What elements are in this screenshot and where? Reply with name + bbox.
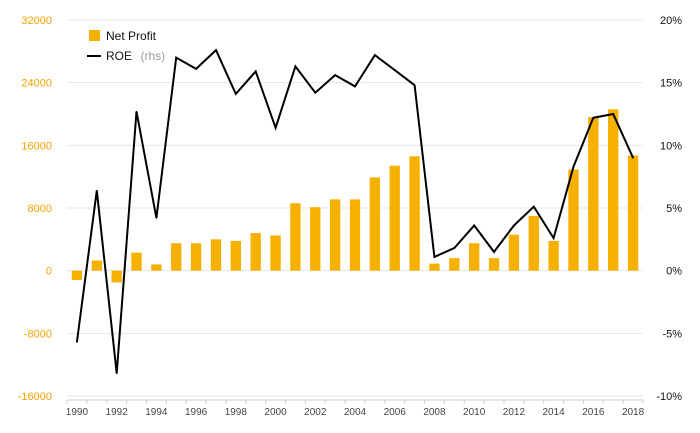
roe-point bbox=[255, 70, 257, 72]
net-profit-bar bbox=[429, 263, 440, 271]
y-left-tick-label: 16000 bbox=[21, 140, 52, 152]
legend: Net Profit ROE (rhs) bbox=[87, 29, 165, 64]
net-profit-bar bbox=[568, 169, 579, 271]
net-profit-bar bbox=[290, 203, 301, 271]
net-profit-bar bbox=[588, 117, 599, 271]
roe-point bbox=[374, 54, 376, 56]
roe-line-layer bbox=[75, 48, 635, 375]
y-left-tick-label: 24000 bbox=[21, 78, 52, 90]
roe-point bbox=[76, 341, 78, 343]
roe-point bbox=[533, 206, 535, 208]
roe-point bbox=[433, 256, 436, 258]
x-tick-label: 2000 bbox=[264, 407, 287, 418]
x-tick-label: 2018 bbox=[622, 407, 645, 418]
net-profit-bar bbox=[528, 215, 539, 271]
net-profit-bar bbox=[548, 240, 559, 271]
net-profit-bar bbox=[151, 264, 162, 271]
roe-point bbox=[413, 84, 416, 86]
legend-swatch-net-profit bbox=[89, 30, 100, 41]
legend-label-roe: ROE bbox=[106, 49, 132, 63]
x-tick-label: 1994 bbox=[145, 407, 168, 418]
net-profit-bar bbox=[329, 199, 341, 271]
y-right-tick-label: 15% bbox=[660, 78, 682, 90]
y-left-tick-label: 8000 bbox=[28, 203, 52, 215]
x-tick-label: 2016 bbox=[582, 407, 605, 418]
roe-point bbox=[116, 372, 118, 375]
axes: 32000 24000 16000 8000 0 -8000 -16000 20% 15% 10%… bbox=[18, 15, 682, 418]
y-right-tick-label: 0% bbox=[666, 266, 682, 278]
roe-point bbox=[235, 93, 237, 95]
x-tick-label: 1998 bbox=[225, 407, 248, 418]
roe-point bbox=[592, 117, 594, 119]
net-profit-bar bbox=[608, 109, 619, 271]
net-profit-bar bbox=[349, 199, 361, 271]
x-tick-label: 2010 bbox=[463, 407, 486, 418]
y-left-tick-label: 32000 bbox=[21, 15, 52, 27]
x-tick-label: 1992 bbox=[106, 407, 129, 418]
y-left-tick-label: -16000 bbox=[18, 391, 52, 403]
net-profit-bar bbox=[389, 165, 400, 271]
roe-point bbox=[135, 110, 138, 113]
roe-point bbox=[334, 74, 336, 76]
x-tick-label: 1990 bbox=[66, 407, 89, 418]
net-profit-bar bbox=[310, 207, 321, 271]
net-profit-bar bbox=[469, 243, 480, 271]
x-tick-label: 2008 bbox=[423, 407, 446, 418]
legend-label-net-profit: Net Profit bbox=[106, 29, 157, 43]
net-profit-bar bbox=[508, 234, 520, 271]
net-profit-bar bbox=[111, 270, 122, 283]
roe-point bbox=[314, 92, 316, 94]
roe-point bbox=[274, 127, 277, 129]
roe-point bbox=[612, 113, 614, 115]
net-profit-bar bbox=[488, 258, 500, 271]
roe-point bbox=[294, 65, 297, 67]
x-tick-label: 2012 bbox=[503, 407, 526, 418]
roe-point bbox=[572, 166, 575, 168]
roe-point bbox=[513, 224, 515, 227]
roe-point bbox=[493, 251, 495, 253]
x-tick-label: 2002 bbox=[304, 407, 327, 418]
net-profit-bar bbox=[250, 233, 261, 271]
legend-label-roe-group: ROE (rhs) bbox=[106, 47, 165, 64]
net-profit-bar bbox=[449, 258, 460, 271]
roe-point bbox=[195, 68, 197, 70]
net-profit-bar bbox=[131, 252, 142, 271]
x-tick-label: 2014 bbox=[542, 407, 565, 418]
roe-point bbox=[175, 57, 177, 59]
roe-point bbox=[394, 69, 396, 71]
net-profit-bar bbox=[190, 243, 202, 271]
roe-point bbox=[215, 49, 217, 51]
y-right-tick-label: -5% bbox=[662, 328, 682, 340]
net-profit-bar bbox=[409, 156, 420, 271]
roe-point bbox=[155, 217, 157, 219]
roe-point bbox=[473, 224, 475, 227]
y-right-tick-label: -10% bbox=[656, 391, 682, 403]
roe-point bbox=[453, 247, 455, 249]
x-tick-label: 2006 bbox=[384, 407, 407, 418]
x-tick-label: 2004 bbox=[344, 407, 367, 418]
net-profit-bar bbox=[171, 243, 182, 271]
net-profit-bars bbox=[71, 109, 639, 283]
net-profit-bar bbox=[270, 235, 281, 271]
y-left-tick-label: -8000 bbox=[24, 328, 52, 340]
x-tick-label: 1996 bbox=[185, 407, 208, 418]
roe-point bbox=[553, 237, 555, 239]
y-right-tick-label: 5% bbox=[666, 203, 682, 215]
net-profit-bar bbox=[627, 155, 639, 271]
y-left-tick-label: 0 bbox=[46, 266, 52, 278]
roe-point bbox=[632, 157, 634, 159]
net-profit-bar bbox=[210, 239, 222, 271]
y-right-tick-label: 20% bbox=[660, 15, 682, 27]
roe-point bbox=[354, 85, 356, 88]
net-profit-bar bbox=[230, 240, 241, 271]
net-profit-bar bbox=[91, 260, 102, 271]
net-profit-bar bbox=[369, 177, 381, 271]
y-right-tick-label: 10% bbox=[660, 140, 682, 152]
net-profit-bar bbox=[71, 270, 83, 281]
legend-label-rhs: (rhs) bbox=[140, 49, 165, 63]
roe-point bbox=[96, 189, 98, 192]
